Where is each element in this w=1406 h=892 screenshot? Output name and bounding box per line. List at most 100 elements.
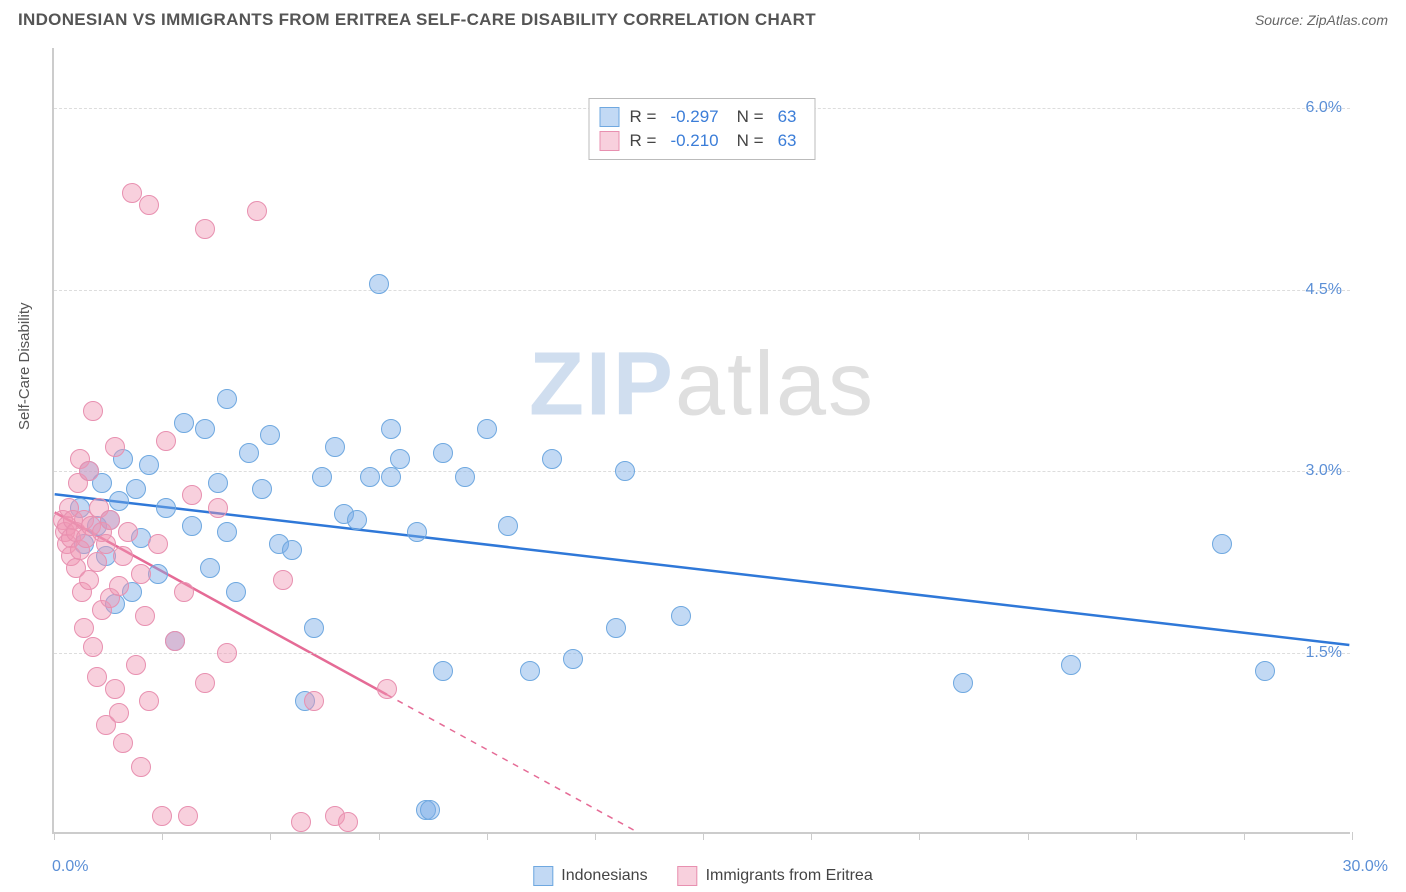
data-point bbox=[174, 582, 194, 602]
n-label: N = bbox=[737, 131, 764, 151]
legend-swatch bbox=[600, 107, 620, 127]
data-point bbox=[109, 703, 129, 723]
data-point bbox=[74, 618, 94, 638]
data-point bbox=[433, 661, 453, 681]
scatter-chart: ZIPatlas R =-0.297N =63R =-0.210N =63 1.… bbox=[52, 48, 1350, 834]
x-tick bbox=[54, 832, 55, 840]
trend-lines bbox=[54, 48, 1350, 832]
data-point bbox=[247, 201, 267, 221]
x-tick bbox=[1244, 832, 1245, 840]
data-point bbox=[105, 679, 125, 699]
data-point bbox=[312, 467, 332, 487]
n-value: 63 bbox=[774, 131, 805, 151]
data-point bbox=[606, 618, 626, 638]
watermark: ZIPatlas bbox=[529, 334, 875, 437]
legend-swatch bbox=[533, 866, 553, 886]
legend-label: Immigrants from Eritrea bbox=[706, 867, 873, 885]
data-point bbox=[381, 467, 401, 487]
data-point bbox=[195, 419, 215, 439]
data-point bbox=[671, 606, 691, 626]
gridline bbox=[54, 471, 1350, 472]
data-point bbox=[100, 510, 120, 530]
data-point bbox=[139, 455, 159, 475]
data-point bbox=[377, 679, 397, 699]
data-point bbox=[156, 431, 176, 451]
data-point bbox=[139, 195, 159, 215]
data-point bbox=[477, 419, 497, 439]
data-point bbox=[226, 582, 246, 602]
data-point bbox=[953, 673, 973, 693]
n-value: 63 bbox=[774, 107, 805, 127]
data-point bbox=[182, 516, 202, 536]
data-point bbox=[360, 467, 380, 487]
legend-swatch bbox=[600, 131, 620, 151]
legend-row: R =-0.297N =63 bbox=[600, 105, 805, 129]
gridline bbox=[54, 653, 1350, 654]
y-tick-label: 3.0% bbox=[1306, 462, 1342, 480]
data-point bbox=[542, 449, 562, 469]
data-point bbox=[217, 389, 237, 409]
data-point bbox=[200, 558, 220, 578]
legend-item: Indonesians bbox=[533, 866, 647, 886]
x-min-label: 0.0% bbox=[52, 858, 88, 876]
data-point bbox=[83, 401, 103, 421]
data-point bbox=[1255, 661, 1275, 681]
data-point bbox=[113, 546, 133, 566]
data-point bbox=[291, 812, 311, 832]
correlation-legend: R =-0.297N =63R =-0.210N =63 bbox=[589, 98, 816, 160]
y-tick-label: 1.5% bbox=[1306, 644, 1342, 662]
data-point bbox=[347, 510, 367, 530]
data-point bbox=[174, 413, 194, 433]
data-point bbox=[433, 443, 453, 463]
x-tick bbox=[919, 832, 920, 840]
data-point bbox=[126, 479, 146, 499]
data-point bbox=[105, 437, 125, 457]
n-label: N = bbox=[737, 107, 764, 127]
data-point bbox=[135, 606, 155, 626]
y-tick-label: 6.0% bbox=[1306, 99, 1342, 117]
x-tick bbox=[487, 832, 488, 840]
chart-header: INDONESIAN VS IMMIGRANTS FROM ERITREA SE… bbox=[0, 0, 1406, 36]
data-point bbox=[282, 540, 302, 560]
source-attribution: Source: ZipAtlas.com bbox=[1255, 12, 1388, 28]
series-legend: Indonesians Immigrants from Eritrea bbox=[533, 866, 872, 886]
data-point bbox=[208, 473, 228, 493]
x-tick bbox=[811, 832, 812, 840]
data-point bbox=[304, 691, 324, 711]
data-point bbox=[152, 806, 172, 826]
r-label: R = bbox=[630, 131, 657, 151]
data-point bbox=[148, 564, 168, 584]
x-tick bbox=[595, 832, 596, 840]
legend-row: R = -0.210 N = 63 bbox=[600, 129, 805, 153]
legend-swatch bbox=[678, 866, 698, 886]
data-point bbox=[455, 467, 475, 487]
x-tick bbox=[1136, 832, 1137, 840]
data-point bbox=[118, 522, 138, 542]
r-value: -0.210 bbox=[666, 131, 726, 151]
data-point bbox=[304, 618, 324, 638]
data-point bbox=[79, 570, 99, 590]
r-label: R = bbox=[630, 107, 657, 127]
data-point bbox=[217, 522, 237, 542]
data-point bbox=[1212, 534, 1232, 554]
data-point bbox=[390, 449, 410, 469]
data-point bbox=[139, 691, 159, 711]
data-point bbox=[563, 649, 583, 669]
data-point bbox=[381, 419, 401, 439]
data-point bbox=[83, 637, 103, 657]
data-point bbox=[79, 461, 99, 481]
data-point bbox=[498, 516, 518, 536]
x-tick bbox=[1352, 832, 1353, 840]
data-point bbox=[520, 661, 540, 681]
data-point bbox=[615, 461, 635, 481]
data-point bbox=[338, 812, 358, 832]
data-point bbox=[208, 498, 228, 518]
data-point bbox=[273, 570, 293, 590]
x-tick bbox=[162, 832, 163, 840]
data-point bbox=[156, 498, 176, 518]
data-point bbox=[252, 479, 272, 499]
x-max-label: 30.0% bbox=[1343, 858, 1388, 876]
data-point bbox=[131, 757, 151, 777]
data-point bbox=[109, 576, 129, 596]
data-point bbox=[122, 183, 142, 203]
